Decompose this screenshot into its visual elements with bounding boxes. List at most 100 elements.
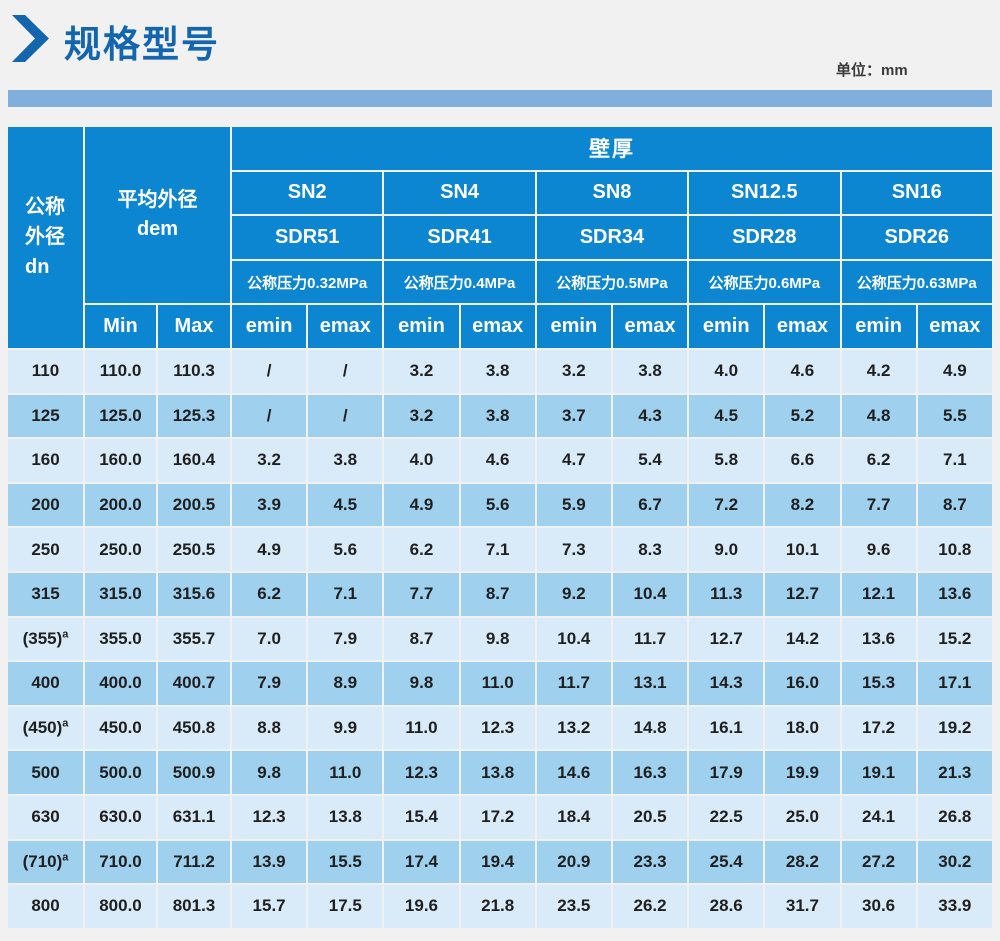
cell-value: 33.9	[917, 885, 992, 928]
col-header-sn12-5: SN12.5	[689, 171, 840, 215]
cell-value: 19.4	[460, 840, 535, 884]
cell-value: 26.8	[917, 795, 992, 839]
spec-table-header: 公称 外径 dn 平均外径 dem 壁厚 SN2 SN4 SN8 SN12.5 …	[8, 127, 992, 348]
cell-value: 25.0	[765, 795, 840, 839]
cell-value: 9.0	[689, 528, 764, 571]
cell-value: 14.6	[536, 751, 611, 794]
cell-value: 15.7	[232, 885, 307, 928]
cell-value: 4.2	[841, 349, 916, 393]
cell-min: 400.0	[85, 662, 156, 705]
dn-value: 250	[31, 539, 60, 559]
table-row: 400 400.0 400.7 7.9 8.9 9.8 11.0 11.7 13.1 14.3 16…	[8, 662, 992, 705]
cell-min: 630.0	[85, 795, 156, 839]
cell-min: 110.0	[85, 349, 156, 393]
cell-value: 3.2	[536, 349, 611, 393]
col-header-sn16: SN16	[841, 171, 992, 215]
dn-label-line3: dn	[25, 256, 50, 279]
cell-value: 10.1	[765, 528, 840, 571]
table-row: 110 110.0 110.3//3.2 3.8 3.2 3.8 4.0 4.6 4.2 4.9	[8, 349, 992, 393]
cell-max: 450.8	[158, 706, 230, 750]
dn-value: 315	[31, 584, 60, 604]
cell-value: 19.2	[917, 706, 992, 750]
spec-table-body: 110 110.0 110.3//3.2 3.8 3.2 3.8 4.0 4.6 4.2 4.9 1…	[8, 349, 992, 928]
dn-value: 160	[31, 450, 60, 470]
cell-value: 8.8	[232, 706, 307, 750]
cell-value: 7.7	[841, 483, 916, 527]
cell-value: 7.1	[460, 528, 535, 571]
dem-label-line2: dem	[136, 218, 179, 241]
col-header-min: Min	[85, 305, 156, 348]
cell-value: 7.0	[232, 617, 307, 661]
cell-value: 4.9	[917, 349, 992, 393]
cell-value: 15.2	[917, 617, 992, 661]
cell-dn: 160	[8, 439, 83, 482]
cell-value: 8.7	[460, 572, 535, 616]
cell-value: 18.4	[536, 795, 611, 839]
dn-value: 200	[31, 495, 60, 515]
cell-value: 14.3	[689, 662, 764, 705]
cell-value: 13.8	[308, 795, 383, 839]
cell-value: 30.6	[841, 885, 916, 928]
cell-value: 4.9	[232, 528, 307, 571]
cell-value: 19.9	[765, 751, 840, 794]
cell-max: 500.9	[158, 751, 230, 794]
cell-dn: 125	[8, 394, 83, 438]
cell-value: 12.7	[689, 617, 764, 661]
col-header-sdr51: SDR51	[232, 216, 383, 259]
cell-value: 13.6	[917, 572, 992, 616]
decorative-band	[8, 90, 992, 107]
cell-value: 7.3	[536, 528, 611, 571]
cell-value: 19.1	[841, 751, 916, 794]
cell-value: 11.3	[689, 572, 764, 616]
cell-value: 12.3	[460, 706, 535, 750]
cell-value: 7.9	[232, 662, 307, 705]
table-row: 315 315.0 315.6 6.2 7.1 7.7 8.7 9.2 10.4 11.3 12.7…	[8, 572, 992, 616]
cell-value: 11.7	[612, 617, 688, 661]
cell-max: 110.3	[158, 349, 230, 393]
cell-value: 13.8	[460, 751, 535, 794]
cell-value: 3.8	[460, 349, 535, 393]
col-header-sdr41: SDR41	[384, 216, 535, 259]
cell-max: 801.3	[158, 885, 230, 928]
dn-value: 630	[31, 807, 60, 827]
cell-value: 13.9	[232, 840, 307, 884]
cell-value: 15.5	[308, 840, 383, 884]
table-row: 200 200.0 200.5 3.9 4.5 4.9 5.6 5.9 6.7 7.2 8.2 7.7…	[8, 483, 992, 527]
col-header-sdr26: SDR26	[841, 216, 992, 259]
col-header-sn8: SN8	[536, 171, 688, 215]
cell-value: 8.7	[917, 483, 992, 527]
cell-value: 4.5	[308, 483, 383, 527]
cell-max: 355.7	[158, 617, 230, 661]
table-row: (450)a 450.0 450.8 8.8 9.9 11.0 12.3 13.2 14.8 16…	[8, 706, 992, 750]
cell-value: 21.3	[917, 751, 992, 794]
table-row: 160 160.0 160.4 3.2 3.8 4.0 4.6 4.7 5.4 5.8 6.6 6.2…	[8, 439, 992, 482]
cell-value: 17.5	[308, 885, 383, 928]
cell-min: 355.0	[85, 617, 156, 661]
col-header-emax: emax	[612, 305, 688, 348]
cell-min: 315.0	[85, 572, 156, 616]
dn-value: (710)	[22, 851, 63, 871]
cell-dn: 630	[8, 795, 83, 839]
spec-table: 公称 外径 dn 平均外径 dem 壁厚 SN2 SN4 SN8 SN12.5 …	[6, 125, 994, 930]
col-header-sdr34: SDR34	[536, 216, 688, 259]
dn-value: (355)	[22, 628, 63, 648]
cell-min: 160.0	[85, 439, 156, 482]
dn-value: 125	[31, 405, 60, 425]
cell-value: 28.2	[765, 840, 840, 884]
cell-value: 17.4	[384, 840, 459, 884]
cell-min: 250.0	[85, 528, 156, 571]
cell-value: 15.4	[384, 795, 459, 839]
cell-value: 13.1	[612, 662, 688, 705]
cell-value: 10.8	[917, 528, 992, 571]
col-header-emax: emax	[308, 305, 383, 348]
cell-value: 4.5	[689, 394, 764, 438]
right-chevron-icon	[12, 15, 49, 62]
col-header-dn: 公称 外径 dn	[8, 127, 83, 348]
cell-value: 4.6	[460, 439, 535, 482]
cell-value: 12.3	[384, 751, 459, 794]
cell-dn: 800	[8, 885, 83, 928]
table-row: 630 630.0 631.1 12.3 13.8 15.4 17.2 18.4 20.5 22.…	[8, 795, 992, 839]
cell-value: 23.3	[612, 840, 688, 884]
cell-value: 6.6	[765, 439, 840, 482]
cell-value: 8.7	[384, 617, 459, 661]
